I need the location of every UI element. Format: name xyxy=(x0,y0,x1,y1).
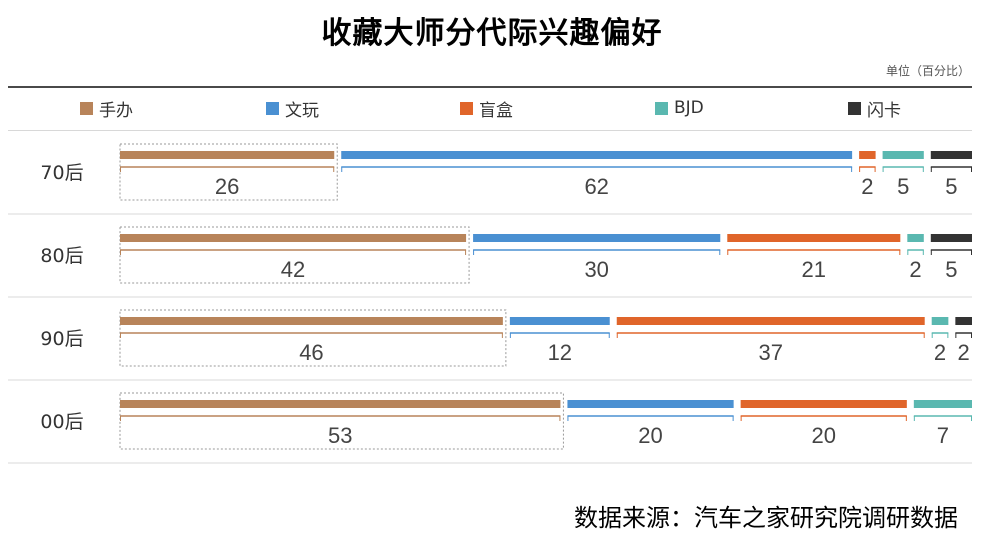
legend-item-shanka: 闪卡 xyxy=(848,94,901,122)
bar-manghe xyxy=(616,317,925,325)
category-label: 90后 xyxy=(40,328,83,350)
bar-bjd xyxy=(907,234,924,242)
bar-shouban xyxy=(120,234,467,242)
highlight-box xyxy=(119,143,338,201)
legend-swatch-manghe xyxy=(460,101,473,115)
legend-item-wenwan: 文玩 xyxy=(266,94,319,122)
value-label-manghe: 2 xyxy=(861,174,873,199)
value-label-wenwan: 62 xyxy=(584,174,608,199)
bar-bjd xyxy=(913,400,972,408)
bar-shanka xyxy=(930,151,972,159)
category-label: 70后 xyxy=(40,162,83,184)
chart-title: 收藏大师分代际兴趣偏好 xyxy=(321,16,663,51)
legend-label-shanka: 闪卡 xyxy=(867,100,901,121)
value-label-shanka: 5 xyxy=(945,257,957,282)
value-label-bjd: 5 xyxy=(897,174,909,199)
value-label-manghe: 21 xyxy=(802,257,826,282)
category-label: 80后 xyxy=(40,245,83,267)
legend-label-wenwan: 文玩 xyxy=(285,100,319,121)
bar-wenwan xyxy=(341,151,853,159)
legend-swatch-bjd xyxy=(655,101,668,115)
category-label: 00后 xyxy=(40,411,83,433)
bar-shanka xyxy=(930,234,972,242)
value-label-bjd: 7 xyxy=(937,423,949,448)
value-label-shouban: 26 xyxy=(215,174,239,199)
value-label-shouban: 53 xyxy=(328,423,352,448)
highlight-box xyxy=(119,392,564,450)
bar-shanka xyxy=(955,317,972,325)
value-label-wenwan: 20 xyxy=(638,423,662,448)
source-note: 数据来源：汽车之家研究院调研数据 xyxy=(574,504,958,532)
legend-item-bjd: BJD xyxy=(655,94,704,122)
legend-swatch-shouban xyxy=(80,101,93,115)
legend-divider xyxy=(8,130,972,131)
bar-shouban xyxy=(120,317,503,325)
bar-shouban xyxy=(120,151,335,159)
bar-bjd xyxy=(882,151,924,159)
bar-manghe xyxy=(859,151,876,159)
bar-shouban xyxy=(120,400,561,408)
value-label-bjd: 2 xyxy=(934,340,946,365)
legend-swatch-wenwan xyxy=(266,101,279,115)
legend-swatch-shanka xyxy=(848,101,861,115)
bar-manghe xyxy=(740,400,907,408)
value-label-shanka: 5 xyxy=(945,174,957,199)
value-label-shouban: 46 xyxy=(299,340,323,365)
bar-wenwan xyxy=(567,400,734,408)
highlight-box xyxy=(119,226,470,284)
legend-label-shouban: 手办 xyxy=(99,100,133,121)
value-label-bjd: 2 xyxy=(909,257,921,282)
bar-wenwan xyxy=(473,234,721,242)
bar-manghe xyxy=(727,234,901,242)
highlight-box xyxy=(119,309,507,367)
legend: 手办 文玩 盲盒 BJD 闪卡 xyxy=(0,94,984,122)
bar-bjd xyxy=(931,317,949,325)
value-label-manghe: 20 xyxy=(811,423,835,448)
bar-wenwan xyxy=(509,317,610,325)
unit-label: 单位（百分比） xyxy=(885,64,970,78)
legend-label-bjd: BJD xyxy=(674,98,704,118)
value-label-wenwan: 30 xyxy=(584,257,608,282)
top-divider xyxy=(8,86,972,88)
value-label-manghe: 37 xyxy=(758,340,782,365)
value-label-shouban: 42 xyxy=(281,257,305,282)
legend-item-shouban: 手办 xyxy=(80,94,133,122)
legend-item-manghe: 盲盒 xyxy=(460,94,513,122)
value-label-wenwan: 12 xyxy=(548,340,572,365)
value-label-shanka: 2 xyxy=(958,340,970,365)
legend-label-manghe: 盲盒 xyxy=(479,100,513,121)
